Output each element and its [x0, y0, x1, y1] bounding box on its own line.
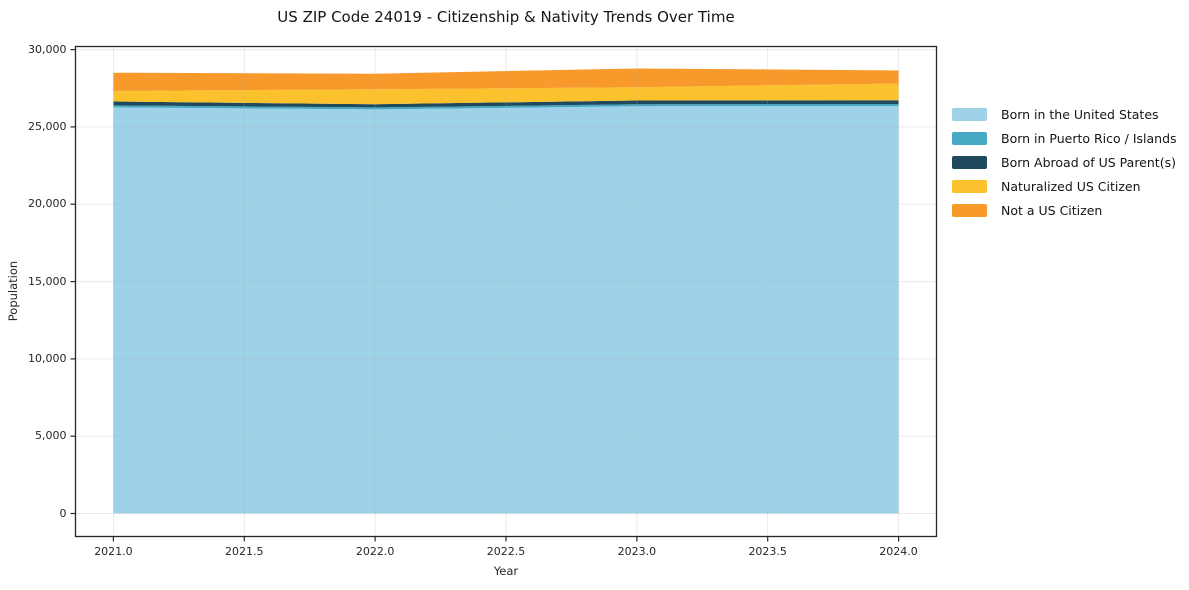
y-tick-label: 5,000 — [35, 429, 67, 443]
legend-item: Naturalized US Citizen — [952, 174, 1177, 198]
legend-item: Born in the United States — [952, 102, 1177, 126]
x-tick-label: 2022.0 — [355, 544, 395, 558]
y-tick-label: 0 — [59, 506, 67, 520]
legend-label: Naturalized US Citizen — [1001, 178, 1141, 194]
legend-swatch-icon — [952, 155, 987, 169]
x-tick-label: 2022.5 — [486, 544, 526, 558]
area-series-born-abroad-of-us-parent-s- — [113, 100, 899, 108]
legend-label: Born in the United States — [1001, 106, 1159, 122]
legend-label: Born in Puerto Rico / Islands — [1001, 130, 1177, 146]
chart-title: US ZIP Code 24019 - Citizenship & Nativi… — [277, 8, 735, 26]
legend-item: Born in Puerto Rico / Islands — [952, 126, 1177, 150]
legend-label: Not a US Citizen — [1001, 202, 1103, 218]
x-tick-label: 2023.5 — [748, 544, 787, 558]
y-tick-label: 15,000 — [28, 274, 67, 288]
legend-swatch-icon — [952, 203, 987, 217]
x-axis-label: Year — [493, 564, 519, 578]
y-tick-label: 10,000 — [28, 351, 67, 365]
area-series-born-in-the-united-states — [113, 106, 899, 514]
legend-label: Born Abroad of US Parent(s) — [1001, 154, 1176, 170]
legend-swatch-icon — [952, 107, 987, 121]
area-series-born-in-puerto-rico-islands — [113, 104, 899, 110]
legend-item: Born Abroad of US Parent(s) — [952, 150, 1177, 174]
legend-swatch-icon — [952, 131, 987, 145]
legend-item: Not a US Citizen — [952, 198, 1177, 222]
legend: Born in the United States Born in Puerto … — [952, 102, 1177, 222]
y-tick-label: 20,000 — [28, 197, 67, 211]
x-tick-label: 2024.0 — [879, 544, 918, 558]
y-tick-label: 30,000 — [28, 42, 67, 56]
x-tick-label: 2021.5 — [225, 544, 264, 558]
area-series-naturalized-us-citizen — [113, 83, 899, 105]
legend-swatch-icon — [952, 179, 987, 193]
area-series-not-a-us-citizen — [113, 68, 899, 91]
y-tick-label: 25,000 — [28, 119, 67, 133]
x-tick-label: 2023.0 — [617, 544, 657, 558]
x-tick-label: 2021.0 — [94, 544, 133, 558]
